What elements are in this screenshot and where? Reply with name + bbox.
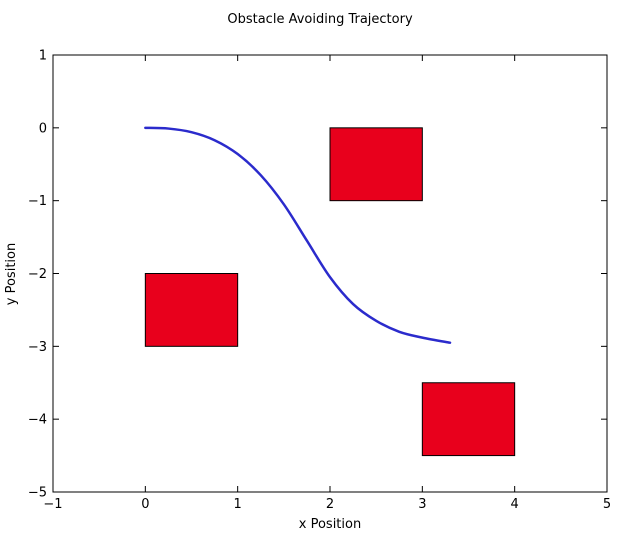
trajectory-line-1	[144, 126, 452, 344]
y-tick-label: −2	[28, 267, 47, 282]
x-axis-title: x Position	[299, 517, 361, 532]
x-tick-label: 5	[603, 497, 611, 512]
chart-title: Obstacle Avoiding Trajectory	[227, 12, 413, 27]
y-tick-label: −4	[28, 413, 47, 428]
x-tick-label: −1	[43, 497, 62, 512]
y-tick-label: −5	[28, 486, 47, 501]
x-tick-label: 3	[418, 497, 426, 512]
y-axis-title: y Position	[4, 243, 19, 305]
plot-frame	[52, 54, 608, 493]
y-tick-label: 0	[39, 121, 47, 136]
obstacle-2	[144, 273, 239, 347]
tick-labels-layer: −1 0 1 2 3 4 5 1 0 −1 −2 −3 −4 −5	[28, 49, 611, 513]
x-tick-label: 0	[141, 497, 149, 512]
y-tick-label: 1	[39, 49, 47, 64]
obstacles-layer	[144, 127, 516, 457]
obstacle-3	[421, 382, 516, 457]
y-tick-label: −3	[28, 340, 47, 355]
series-layer	[144, 126, 452, 344]
x-tick-label: 2	[326, 497, 334, 512]
obstacle-1	[329, 127, 423, 202]
x-tick-label: 4	[511, 497, 519, 512]
y-tick-label: −1	[28, 194, 47, 209]
ticks-layer	[52, 54, 608, 493]
x-tick-label: 1	[234, 497, 242, 512]
